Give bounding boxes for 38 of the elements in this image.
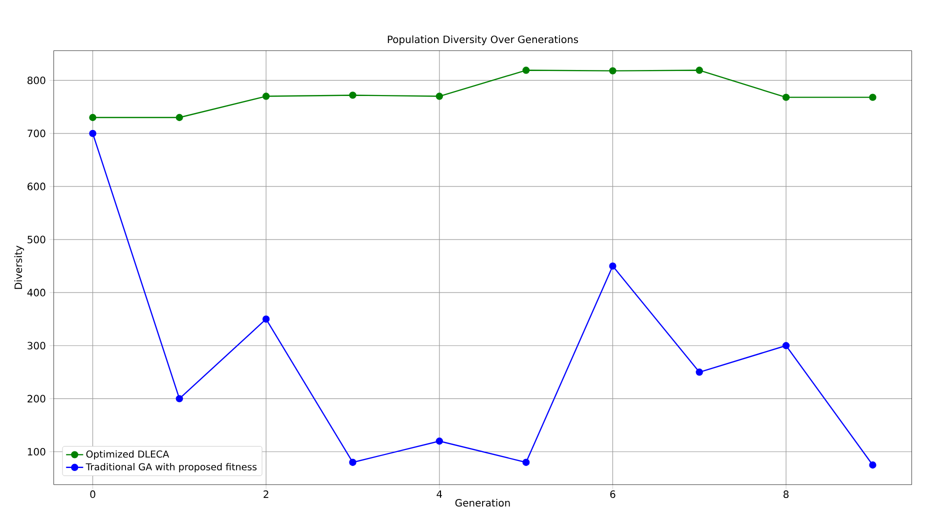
chart-title: Population Diversity Over Generations: [388, 35, 578, 46]
point: [782, 94, 790, 101]
point: [89, 130, 96, 138]
point: [609, 262, 616, 270]
point: [89, 114, 96, 122]
x-tick-label: 2: [264, 490, 268, 498]
point: [436, 92, 443, 100]
point: [696, 66, 703, 74]
y-tick-label: 200: [28, 394, 46, 402]
point: [436, 438, 443, 445]
x-tick-label: 0: [90, 490, 96, 498]
y-tick-label: 600: [28, 182, 46, 190]
point: [869, 461, 876, 469]
point: [696, 368, 703, 376]
point: [262, 316, 270, 323]
point: [349, 92, 356, 99]
y-axis-title: Diversity: [14, 246, 24, 289]
point: [609, 67, 616, 74]
point: [262, 92, 270, 100]
x-tick-label: 6: [610, 490, 616, 498]
point: [349, 458, 356, 466]
y-tick-label: 400: [27, 288, 46, 296]
legend-label: Traditional GA with proposed fitness: [86, 463, 257, 472]
y-tick-label: 300: [28, 342, 46, 350]
point: [782, 342, 790, 350]
y-tick-label: 500: [28, 236, 46, 244]
y-tick-label: 100: [28, 448, 46, 456]
x-tick-label: 4: [436, 490, 442, 498]
x-axis-title: Generation: [455, 498, 510, 507]
point: [869, 94, 876, 101]
point: [176, 395, 183, 402]
y-tick-label: 700: [28, 130, 46, 138]
point: [522, 66, 530, 74]
point: [176, 114, 183, 122]
y-tick-label: 800: [28, 76, 46, 84]
x-tick-label: 8: [784, 490, 789, 498]
legend-label: Optimized DLECA: [86, 450, 170, 460]
point: [522, 458, 530, 466]
